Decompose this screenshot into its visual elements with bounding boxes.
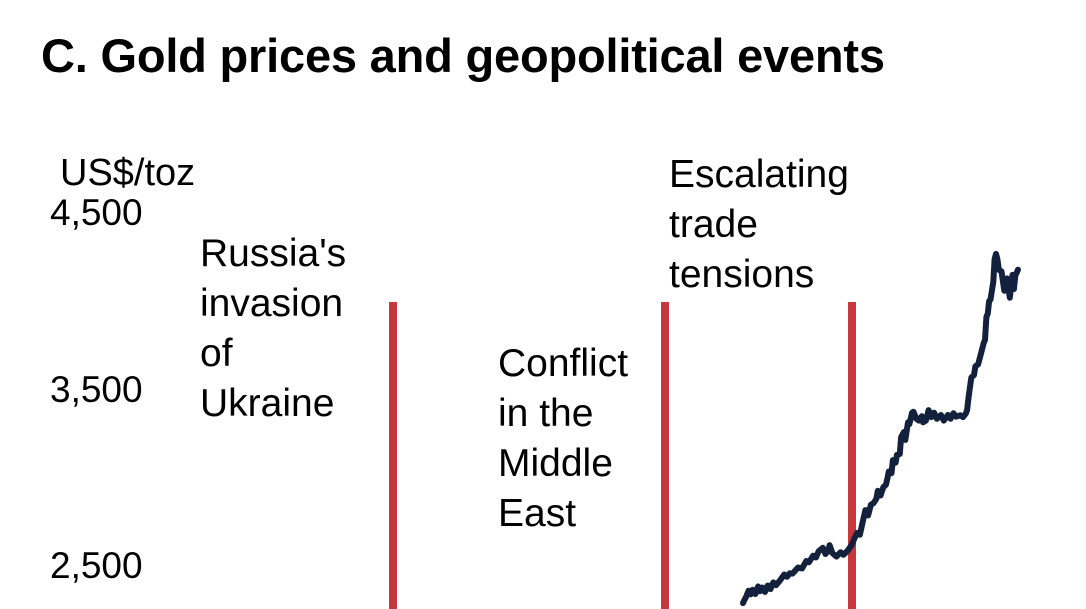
y-axis-unit-label: US$/toz [60,152,196,194]
y-tick-label-3500: 3,500 [50,369,143,410]
event-annotation-middle-east: Conflict in the Middle East [498,342,629,535]
y-tick-label-2500: 2,500 [50,545,143,586]
event-marker-line-trade-tensions [848,302,856,609]
event-marker-line-russia-ukraine [389,302,397,609]
event-annotation-russia-ukraine: Russia's invasion of Ukraine [200,232,347,425]
event-annotation-trade-tensions: Escalating trade tensions [669,153,849,296]
y-tick-label-4500: 4,500 [50,192,143,233]
event-marker-line-middle-east [661,302,669,609]
chart-title: C. Gold prices and geopolitical events [41,29,885,82]
gold-price-series-line [740,250,1021,607]
